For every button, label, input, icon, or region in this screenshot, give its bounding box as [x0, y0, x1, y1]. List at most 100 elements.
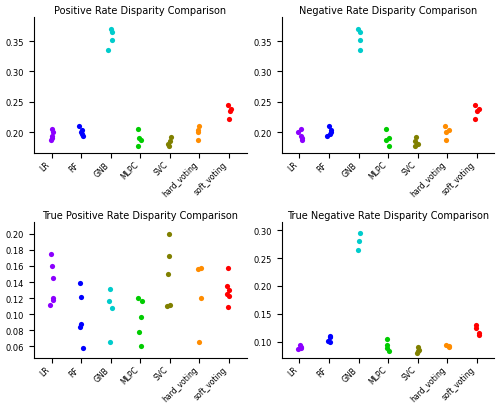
- Point: [384, 143, 392, 150]
- Point: [414, 141, 422, 148]
- Point: [108, 29, 116, 36]
- Title: True Positive Rate Disparity Comparison: True Positive Rate Disparity Comparison: [42, 210, 238, 220]
- Point: [137, 137, 145, 144]
- Point: [297, 134, 305, 140]
- Point: [194, 266, 202, 273]
- Point: [77, 294, 85, 300]
- Point: [195, 123, 203, 130]
- Point: [104, 298, 112, 305]
- Point: [76, 324, 84, 330]
- Point: [194, 137, 202, 144]
- Point: [48, 134, 56, 140]
- Point: [385, 348, 393, 355]
- Point: [472, 108, 480, 115]
- Point: [445, 344, 453, 351]
- Point: [75, 123, 83, 130]
- Point: [296, 126, 304, 133]
- Point: [194, 128, 202, 134]
- Point: [327, 128, 335, 134]
- Point: [323, 134, 331, 140]
- Point: [356, 29, 364, 36]
- Point: [224, 103, 232, 110]
- Point: [297, 344, 305, 350]
- Title: Positive Rate Disparity Comparison: Positive Rate Disparity Comparison: [54, 6, 226, 16]
- Point: [223, 291, 231, 298]
- Point: [326, 339, 334, 345]
- Point: [472, 325, 480, 331]
- Point: [326, 333, 334, 339]
- Point: [475, 107, 483, 113]
- Point: [412, 135, 420, 141]
- Point: [355, 238, 363, 245]
- Point: [48, 126, 56, 133]
- Point: [164, 141, 172, 148]
- Point: [78, 131, 86, 138]
- Point: [298, 136, 306, 142]
- Point: [49, 275, 57, 282]
- Point: [224, 265, 232, 271]
- Point: [165, 253, 173, 259]
- Point: [324, 337, 332, 344]
- Point: [197, 265, 205, 271]
- Point: [165, 143, 173, 150]
- Point: [226, 293, 234, 299]
- Point: [49, 295, 57, 302]
- Point: [106, 286, 114, 293]
- Point: [50, 297, 58, 303]
- Point: [382, 126, 390, 133]
- Title: Negative Rate Disparity Comparison: Negative Rate Disparity Comparison: [299, 6, 477, 16]
- Point: [224, 304, 232, 310]
- Point: [48, 263, 56, 270]
- Point: [356, 48, 364, 54]
- Point: [106, 339, 114, 346]
- Point: [166, 231, 173, 238]
- Point: [471, 103, 479, 110]
- Point: [167, 135, 175, 141]
- Point: [195, 339, 203, 345]
- Point: [444, 342, 452, 349]
- Point: [79, 345, 87, 351]
- Point: [48, 130, 56, 136]
- Point: [414, 344, 422, 351]
- Point: [108, 38, 116, 44]
- Point: [222, 283, 230, 290]
- Point: [166, 138, 174, 145]
- Point: [354, 27, 362, 33]
- Point: [383, 345, 391, 352]
- Point: [194, 129, 202, 135]
- Point: [104, 48, 112, 54]
- Point: [326, 131, 334, 138]
- Point: [294, 346, 302, 353]
- Point: [76, 321, 84, 327]
- Point: [298, 137, 306, 144]
- Point: [382, 137, 390, 144]
- Point: [47, 137, 55, 144]
- Point: [356, 230, 364, 236]
- Point: [414, 348, 422, 355]
- Point: [327, 130, 335, 136]
- Point: [442, 137, 450, 144]
- Point: [137, 343, 145, 350]
- Point: [164, 271, 172, 278]
- Point: [441, 123, 449, 130]
- Point: [76, 280, 84, 286]
- Point: [80, 134, 88, 140]
- Point: [136, 329, 143, 335]
- Point: [77, 130, 85, 136]
- Point: [354, 247, 362, 253]
- Point: [108, 305, 116, 311]
- Point: [134, 126, 142, 133]
- Point: [294, 130, 302, 136]
- Point: [442, 342, 450, 348]
- Point: [475, 330, 483, 337]
- Point: [412, 143, 420, 150]
- Point: [445, 128, 453, 134]
- Point: [386, 135, 394, 142]
- Point: [412, 138, 420, 145]
- Point: [472, 116, 480, 123]
- Point: [166, 301, 174, 308]
- Point: [442, 129, 450, 135]
- Point: [48, 136, 56, 142]
- Point: [134, 143, 142, 150]
- Point: [137, 314, 145, 320]
